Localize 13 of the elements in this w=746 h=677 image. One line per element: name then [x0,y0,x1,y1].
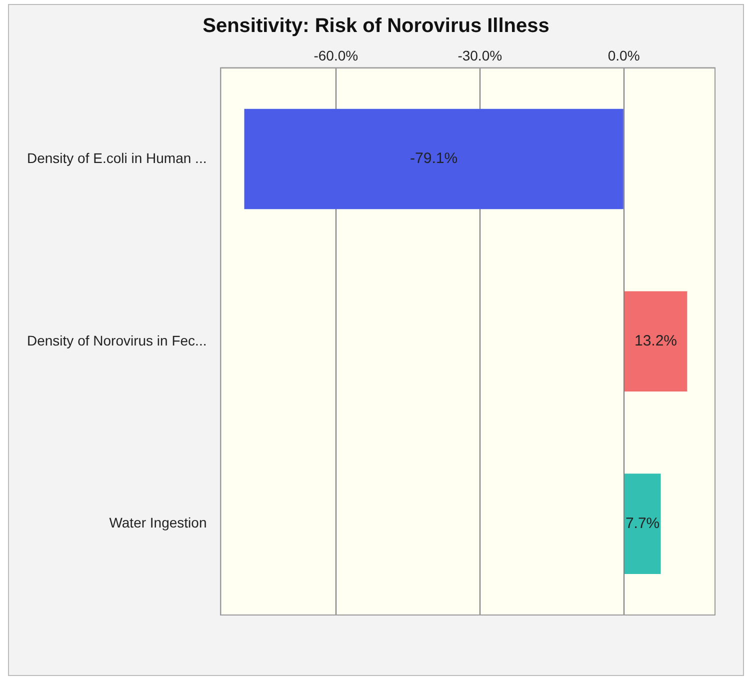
data-label: 13.2% [634,332,678,350]
chart-title: Sensitivity: Risk of Norovirus Illness [202,15,550,38]
x-tick-label: -60.0% [314,47,358,64]
y-tick-label: Water Ingestion [109,514,207,531]
x-tick-label: -30.0% [458,47,502,64]
y-tick-label: Density of Norovirus in Fec... [27,332,207,348]
data-label: 7.7% [625,514,660,532]
data-label: -79.1% [410,150,458,168]
bar [624,474,661,574]
bar [624,291,688,392]
x-tick-label: 0.0% [608,47,640,64]
y-tick-label: Density of E.coli in Human ... [26,150,207,166]
bar [244,108,624,210]
